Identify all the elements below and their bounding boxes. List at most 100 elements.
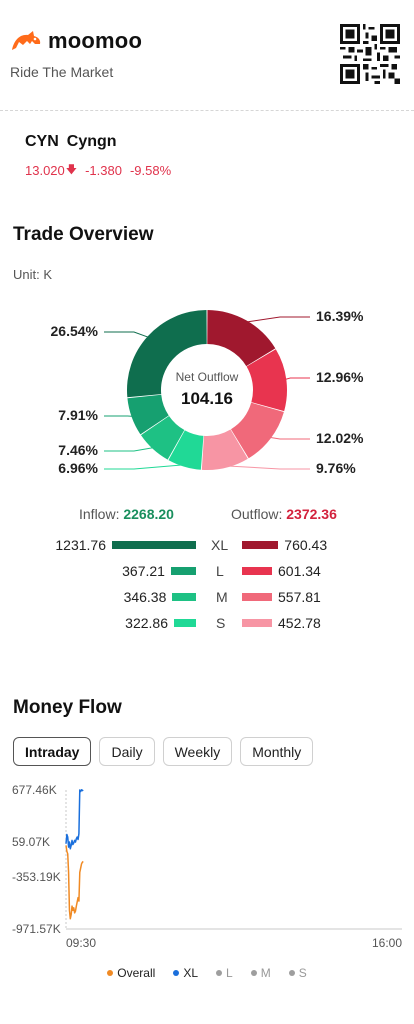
outflow-label: Outflow: [231,506,283,522]
trade-donut-chart: Net Outflow 104.16 16.39% 12.96% 12.02% 9.7… [0,290,414,490]
unit-label: Unit: K [13,267,53,282]
donut-leader-out-xl [245,316,310,323]
donut-leader-out-l [284,377,310,381]
donut-slice-in-l [127,394,169,435]
inflow-label: Inflow: [79,506,120,522]
x-tick-label: 09:30 [66,936,96,950]
legend-label: L [226,966,233,980]
donut-pct-out-s: 9.76% [316,460,356,476]
brand-tagline: Ride The Market [10,64,114,80]
inflow-l-bar [170,567,196,575]
donut-svg: Net Outflow 104.16 [104,310,310,470]
logo[interactable]: moomoo [10,28,142,54]
trade-overview-title: Trade Overview [13,224,154,245]
outflow-m-value: 557.81 [278,589,321,605]
outflow-l-bar [242,567,272,575]
tab-intraday[interactable]: Intraday [13,737,92,766]
outflow-m-bar [242,593,272,601]
category-xl-label: XL [211,537,229,553]
category-s-label: S [216,615,226,631]
donut-leader-out-m [268,436,310,440]
tab-daily[interactable]: Daily [99,737,155,766]
chart-legend: Overall XL L M S [0,966,414,980]
flow-row-s: 322.86 S 452.78 [0,613,414,633]
period-tabs: Intraday Daily Weekly Monthly [13,737,314,766]
legend-dot-icon [250,970,257,976]
flow-row-xl: 1231.76 XL 760.43 [0,535,414,555]
donut-slice-in-m [140,415,185,460]
stock-quote: 13.020 🡇 -1.380 -9.58% [25,161,171,180]
header-divider [0,110,414,111]
inflow-xl-bar [112,541,196,549]
brand-name: moomoo [48,28,143,53]
header: moomoo Ride The Market [0,0,414,110]
flow-row-l: 367.21 L 601.34 [0,561,414,581]
series-line-overall [65,845,84,920]
legend-dot-icon [216,970,222,976]
legend-item-overall[interactable]: Overall [107,966,155,980]
inflow-l-value: 367.21 [122,563,165,579]
donut-slice-in-s [168,430,204,470]
money-flow-chart: 677.46K 59.07K -353.19K -971.57K 09:30 16:00 [0,778,414,958]
legend-dot-icon [173,970,180,976]
legend-dot-icon [288,970,295,976]
legend-label: M [260,966,271,980]
outflow-s-bar [242,619,272,627]
donut-leader-out-s [225,465,310,470]
flow-row-m: 346.38 M 557.81 [0,587,414,607]
y-tick-label: 677.46K [12,783,57,797]
donut-slice-out-s [201,429,248,470]
stock-change-pct: -9.58% [129,163,172,178]
inflow-value: 2268.20 [123,506,174,522]
category-l-label: L [216,563,224,579]
donut-leader-in-xl [104,331,150,339]
qr-code-icon[interactable] [340,24,400,84]
donut-leader-in-s [104,464,185,470]
stock-info: CYN Cyngn 13.020 🡇 -1.380 -9.58% [25,133,171,180]
donut-slice-out-m [230,402,284,459]
outflow-l-value: 601.34 [278,563,321,579]
outflow-s-value: 452.78 [278,615,321,631]
donut-pct-in-m: 7.46% [58,442,98,458]
donut-pct-out-m: 12.02% [316,430,364,446]
donut-pct-out-xl: 16.39% [316,308,364,324]
legend-label: XL [183,966,198,980]
outflow-xl-value: 760.43 [284,537,328,553]
inflow-xl-value: 1231.76 [55,537,106,553]
category-m-label: M [216,589,228,605]
money-flow-svg: 677.46K 59.07K -353.19K -971.57K 09:30 16:00 [12,783,402,950]
donut-slice-out-xl [207,310,276,367]
net-outflow-value: 104.16 [181,389,233,408]
tab-monthly[interactable]: Monthly [240,737,314,766]
moomoo-logo-icon [12,31,41,50]
stock-price: 13.020 [25,163,65,178]
inflow-m-value: 346.38 [123,589,167,605]
series-line-xl [65,789,84,850]
donut-pct-in-s: 6.96% [58,460,98,476]
legend-label: S [298,966,307,980]
y-tick-label: 59.07K [12,835,50,849]
inflow-s-bar [173,619,196,627]
stock-ticker: CYN [25,133,59,150]
legend-item-m[interactable]: M [250,966,271,980]
legend-item-s[interactable]: S [288,966,307,980]
inflow-s-value: 322.86 [125,615,168,631]
donut-pct-in-l: 7.91% [58,407,98,423]
outflow-value: 2372.36 [286,506,337,522]
price-down-arrow-icon: 🡇 [65,164,78,176]
legend-label: Overall [117,966,156,980]
donut-slice-out-l [246,349,287,412]
money-flow-title: Money Flow [13,697,122,718]
y-tick-label: -971.57K [12,922,61,936]
stock-change: -1.380 [85,163,122,178]
tab-weekly[interactable]: Weekly [162,737,233,766]
donut-leader-in-m [104,446,155,452]
legend-item-l[interactable]: L [216,966,233,980]
inflow-total: Inflow: 2268.20 [79,506,174,522]
legend-item-xl[interactable]: XL [173,966,198,980]
x-tick-label: 16:00 [372,936,402,950]
stock-title: CYN Cyngn [25,133,171,151]
stock-name: Cyngn [66,133,117,150]
y-tick-label: -353.19K [12,870,61,884]
outflow-total: Outflow: 2372.36 [231,506,337,522]
